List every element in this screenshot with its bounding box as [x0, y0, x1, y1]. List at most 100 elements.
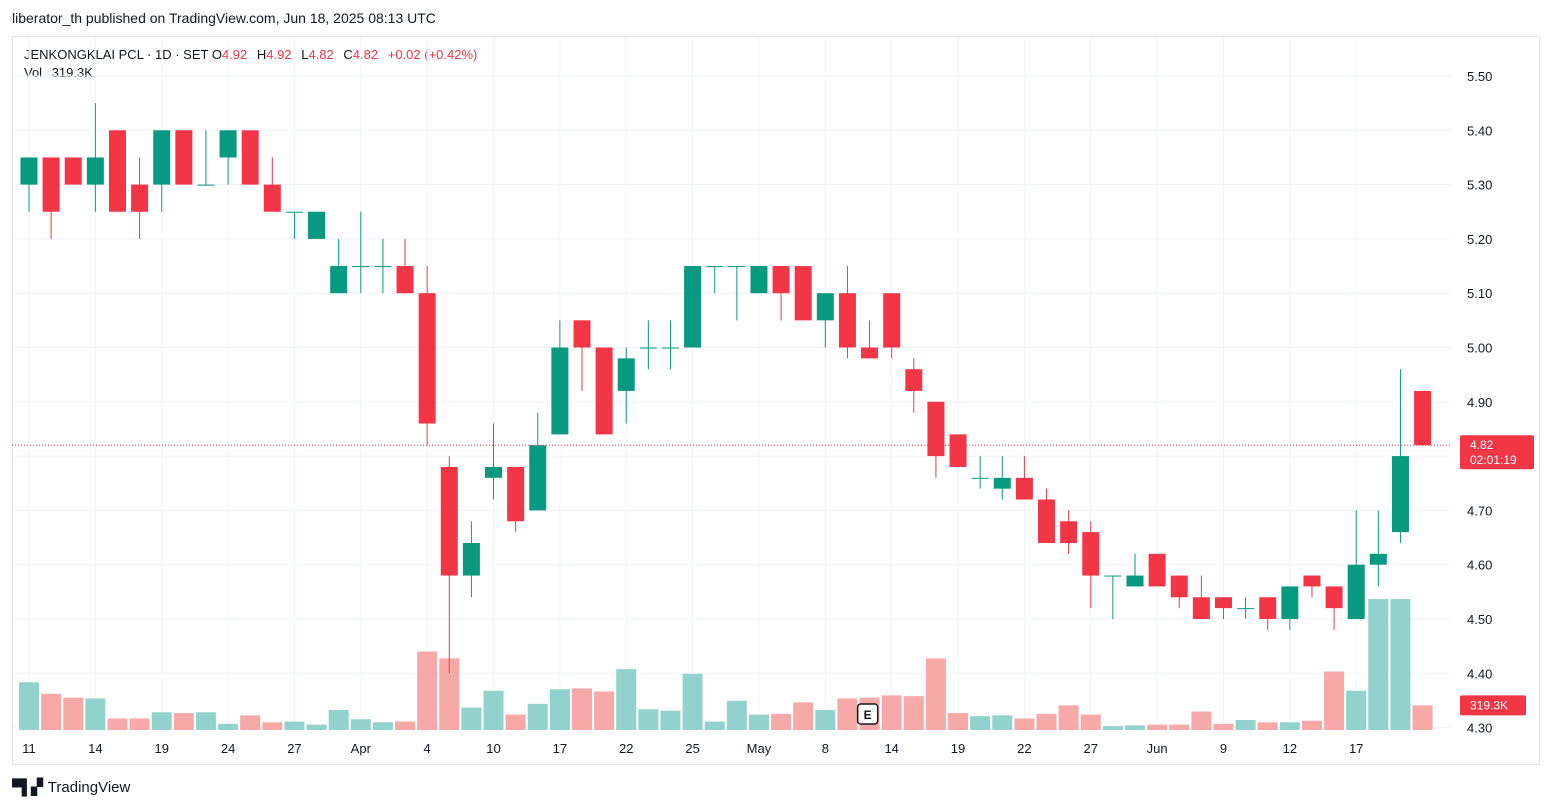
- time-tick-label: 27: [1084, 741, 1098, 756]
- volume-bar: [483, 690, 504, 730]
- candle-body: [462, 542, 480, 576]
- price-tick-label: 5.00: [1467, 341, 1492, 356]
- event-label: E: [864, 708, 872, 722]
- volume-bar: [948, 713, 969, 730]
- candle-body: [1104, 575, 1122, 577]
- candle-body: [108, 130, 126, 212]
- candle-body: [20, 157, 38, 185]
- candle-body: [573, 320, 591, 348]
- volume-bar: [372, 722, 393, 730]
- candle-body: [485, 466, 503, 478]
- candle-body: [1391, 456, 1409, 533]
- volume-bar: [704, 721, 725, 730]
- price-tick-label: 4.60: [1467, 558, 1492, 573]
- candle-body: [352, 266, 370, 268]
- candle-body: [595, 347, 613, 435]
- time-tick-label: Apr: [351, 741, 372, 756]
- time-axis[interactable]: 11 14 19 24 27 Apr 4 10 17 22 25 May 8 14 19 22 27 Jun 9 12…: [22, 741, 1363, 756]
- candle-body: [263, 184, 281, 212]
- volume-bar: [1301, 720, 1322, 730]
- candle-body: [949, 434, 967, 467]
- volume-bar: [549, 689, 570, 730]
- price-tick-label: 5.40: [1467, 123, 1492, 138]
- volume-bar: [262, 722, 283, 730]
- countdown-value: 02:01:19: [1470, 453, 1517, 467]
- candle-body: [617, 358, 635, 391]
- time-tick-label: 22: [1017, 741, 1031, 756]
- price-tick-label: 5.50: [1467, 69, 1492, 84]
- candle-body: [639, 347, 657, 349]
- price-tick-label: 5.30: [1467, 178, 1492, 193]
- volume-bar: [1169, 724, 1190, 730]
- time-tick-label: May: [747, 741, 772, 756]
- volume-bar: [129, 718, 150, 730]
- candle-body: [153, 130, 171, 185]
- volume-bar: [1147, 724, 1168, 730]
- volume-bar: [771, 713, 792, 730]
- close-label: C: [343, 47, 353, 62]
- candle-body: [1259, 597, 1277, 619]
- candle-body: [396, 266, 414, 294]
- candle-body: [64, 157, 82, 185]
- candle-body: [418, 293, 436, 424]
- time-tick-label: 10: [486, 741, 500, 756]
- volume-bar: [151, 712, 172, 730]
- volume-bar: [793, 702, 814, 730]
- volume-bar: [970, 716, 991, 730]
- earnings-event-marker[interactable]: E: [856, 703, 879, 725]
- volume-bar: [1014, 718, 1035, 730]
- candle-body: [529, 445, 547, 511]
- candle-body: [1325, 586, 1343, 609]
- change-value: +0.02 (+0.42%): [387, 47, 478, 62]
- volume-bar: [439, 658, 460, 730]
- candle-body: [838, 293, 856, 348]
- candle-body: [219, 130, 237, 158]
- candle-body: [1369, 553, 1387, 565]
- candle-body: [42, 157, 60, 212]
- time-tick-label: 22: [619, 741, 633, 756]
- volume-bar: [572, 688, 592, 730]
- low-value: 4.82: [308, 47, 334, 62]
- candles: [20, 103, 1432, 674]
- tradingview-logo-icon: ▀▌▞: [12, 779, 43, 796]
- volume-bar: [41, 693, 62, 730]
- volume-bar: [417, 651, 438, 730]
- candle-body: [1060, 521, 1078, 543]
- price-axis[interactable]: 5.505.405.305.205.105.004.904.804.704.60…: [1467, 69, 1492, 736]
- volume-badge: 319.3K: [1460, 695, 1526, 716]
- candle-body: [285, 211, 303, 213]
- volume-bar: [1125, 725, 1145, 730]
- candle-body: [772, 266, 790, 294]
- candle-body: [1038, 499, 1056, 543]
- high-value: 4.92: [266, 47, 292, 62]
- volume-bar: [1324, 671, 1345, 730]
- price-badge-value: 4.82: [1470, 438, 1494, 452]
- volume-bar: [638, 709, 659, 730]
- candle-body: [883, 293, 901, 348]
- time-tick-label: 9: [1220, 741, 1227, 756]
- candle-body: [1347, 564, 1365, 619]
- time-tick-label: Jun: [1147, 741, 1168, 756]
- low-label: L: [301, 47, 309, 62]
- volume-bar: [350, 719, 371, 730]
- volume-bar: [107, 718, 128, 730]
- volume-bar: [395, 721, 416, 730]
- price-tick-label: 5.10: [1467, 286, 1492, 301]
- time-tick-label: 11: [22, 741, 36, 756]
- candle-body: [794, 266, 812, 321]
- volume-bar: [925, 658, 946, 730]
- price-tick-label: 4.30: [1467, 721, 1492, 736]
- time-tick-label: 25: [685, 741, 699, 756]
- candle-body: [374, 266, 392, 268]
- candle-body: [241, 130, 259, 185]
- candle-body: [993, 477, 1011, 489]
- price-tick-label: 5.20: [1467, 232, 1492, 247]
- candle-body: [1237, 608, 1255, 610]
- candle-body: [861, 347, 879, 359]
- candle-body: [507, 466, 525, 522]
- candle-body: [1126, 575, 1144, 587]
- volume-bar: [218, 723, 239, 730]
- volume-bar: [328, 709, 349, 730]
- tradingview-logo[interactable]: ▀▌▞ TradingView: [12, 778, 130, 797]
